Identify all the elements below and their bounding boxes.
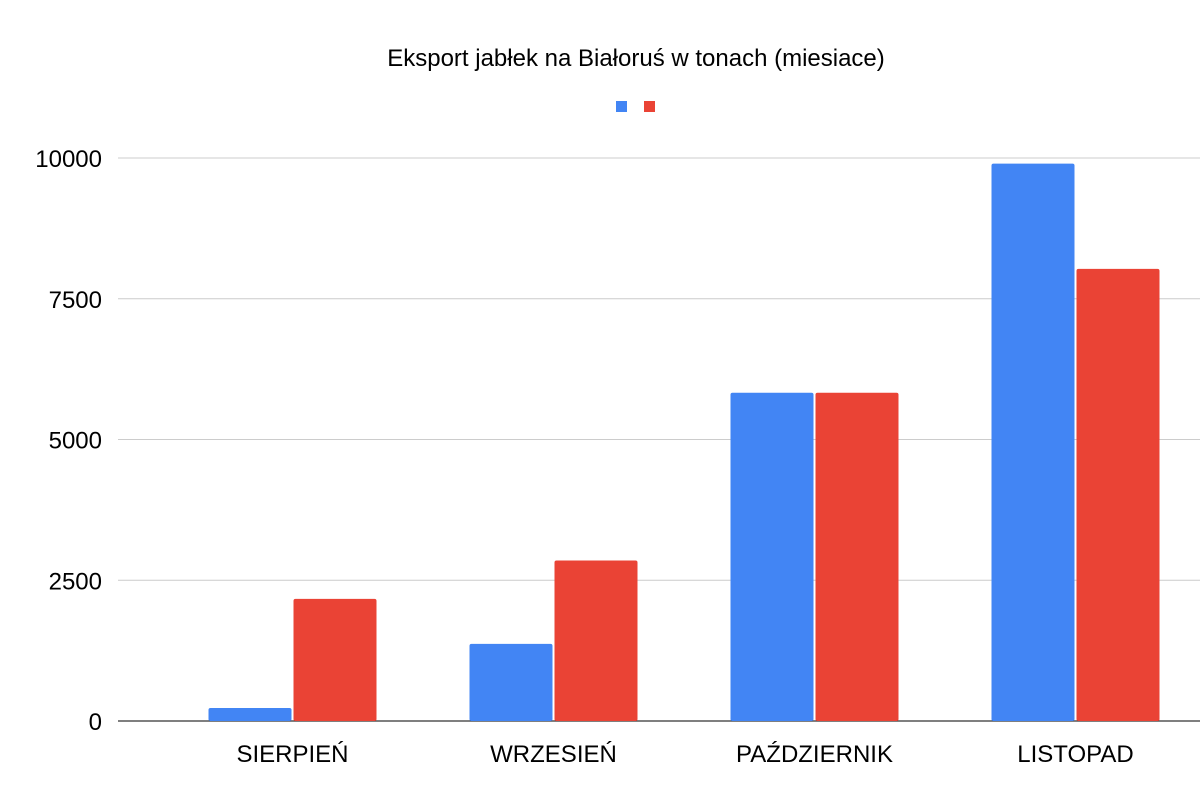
bar-2-3 <box>815 392 899 721</box>
y-axis-ticks: 0 2500 5000 7500 10000 <box>35 146 102 736</box>
x-tick-label: WRZESIEŃ <box>490 741 617 768</box>
y-tick-label: 2500 <box>49 568 102 595</box>
x-tick-label: PAŹDZIERNIK <box>736 741 893 768</box>
y-tick-label: 5000 <box>49 428 102 455</box>
bar-1-4 <box>991 163 1075 721</box>
y-tick-label: 0 <box>89 709 102 736</box>
bars <box>208 163 1160 721</box>
legend-swatch-2 <box>644 101 655 112</box>
bar-1-2 <box>469 643 553 721</box>
bar-2-1 <box>293 598 377 721</box>
x-tick-label: SIERPIEŃ <box>236 741 348 768</box>
bar-2-2 <box>554 560 638 721</box>
y-tick-label: 7500 <box>49 287 102 314</box>
bar-1-3 <box>730 392 814 721</box>
x-tick-label: LISTOPAD <box>1017 741 1133 768</box>
y-tick-label: 10000 <box>35 146 102 173</box>
bar-1-1 <box>208 708 292 721</box>
bar-2-4 <box>1076 268 1160 721</box>
legend-swatch-1 <box>616 101 627 112</box>
legend <box>616 101 655 112</box>
x-axis-ticks: SIERPIEŃ WRZESIEŃ PAŹDZIERNIK LISTOPAD <box>236 741 1133 768</box>
chart-title: Eksport jabłek na Białoruś w tonach (mie… <box>387 45 885 72</box>
